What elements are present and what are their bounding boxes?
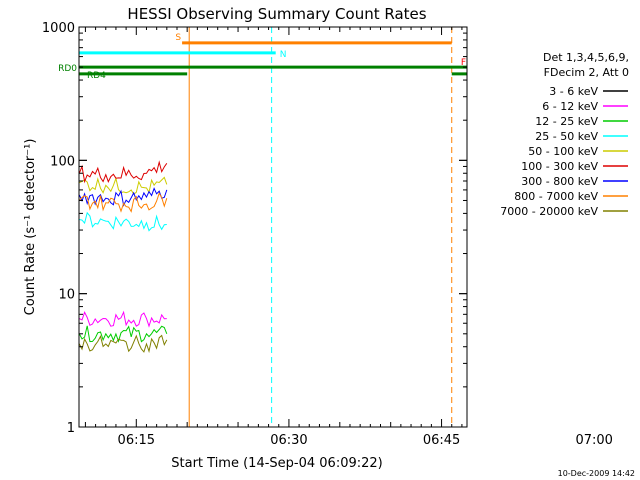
- flag-label-n: N: [280, 50, 287, 60]
- y-tick-label-1: 1: [67, 421, 75, 436]
- legend-label-300-800-kev: 300 - 800 keV: [521, 175, 598, 188]
- x-tick-label-07-00: 07:00: [575, 433, 612, 448]
- y-axis: 1 10 100 1000: [42, 21, 467, 436]
- x-tick-label-06-45: 06:45: [423, 433, 460, 448]
- legend-label-3-6-kev: 3 - 6 keV: [549, 85, 598, 98]
- legend-title-line-2: FDecim 2, Att 0: [544, 66, 629, 79]
- legend-label-800-7000-kev: 800 - 7000 keV: [514, 190, 598, 203]
- y-axis-label: Count Rate (s⁻¹ detector⁻¹): [23, 139, 38, 316]
- x-tick-label-06-30: 06:30: [270, 433, 307, 448]
- series-7000-20000-kev-segment-0: [79, 334, 168, 354]
- y-tick-label-10: 10: [58, 288, 75, 303]
- plot-content: [79, 27, 640, 427]
- series-50-100-kev-segment-0: [79, 176, 168, 195]
- legend-label-6-12-kev: 6 - 12 keV: [542, 100, 598, 113]
- series-300-800-kev-segment-0: [79, 187, 168, 207]
- legend-title-line-1: Det 1,3,4,5,6,9,: [543, 51, 629, 64]
- legend-label-100-300-kev: 100 - 300 keV: [521, 160, 598, 173]
- x-tick-label-06-15: 06:15: [118, 433, 155, 448]
- legend-label-25-50-kev: 25 - 50 keV: [535, 130, 598, 143]
- series-6-12-kev-segment-0: [79, 310, 167, 328]
- legend-label-7000-20000-kev: 7000 - 20000 keV: [500, 205, 598, 218]
- plot-frame: [78, 26, 468, 428]
- legend-label-50-100-kev: 50 - 100 keV: [528, 145, 598, 158]
- flag-label-rd4: RD4: [87, 71, 106, 81]
- legend-label-12-25-kev: 12 - 25 keV: [535, 115, 598, 128]
- y-tick-label-100: 100: [50, 154, 75, 169]
- flag-label-rd0: RD0: [58, 64, 77, 74]
- x-axis-label: Start Time (14-Sep-04 06:09:22): [171, 456, 382, 471]
- series-12-25-kev-segment-0: [79, 325, 168, 343]
- chart-title: HESSI Observing Summary Count Rates: [127, 5, 426, 23]
- y-tick-label-1000: 1000: [42, 21, 75, 36]
- legend: Det 1,3,4,5,6,9, FDecim 2, Att 0 3 - 6 k…: [500, 51, 629, 218]
- series-100-300-kev-segment-0: [79, 160, 168, 184]
- series-800-7000-kev-segment-0: [79, 192, 168, 213]
- series-7000-20000-kev-segment-1: [472, 271, 640, 342]
- footer-timestamp: 10-Dec-2009 14:42: [558, 469, 635, 478]
- flag-label-f: F: [461, 58, 466, 68]
- plot-area: S N F RD0 RD4: [58, 27, 640, 427]
- series-25-50-kev-segment-0: [79, 211, 167, 232]
- flag-label-s: S: [175, 33, 181, 43]
